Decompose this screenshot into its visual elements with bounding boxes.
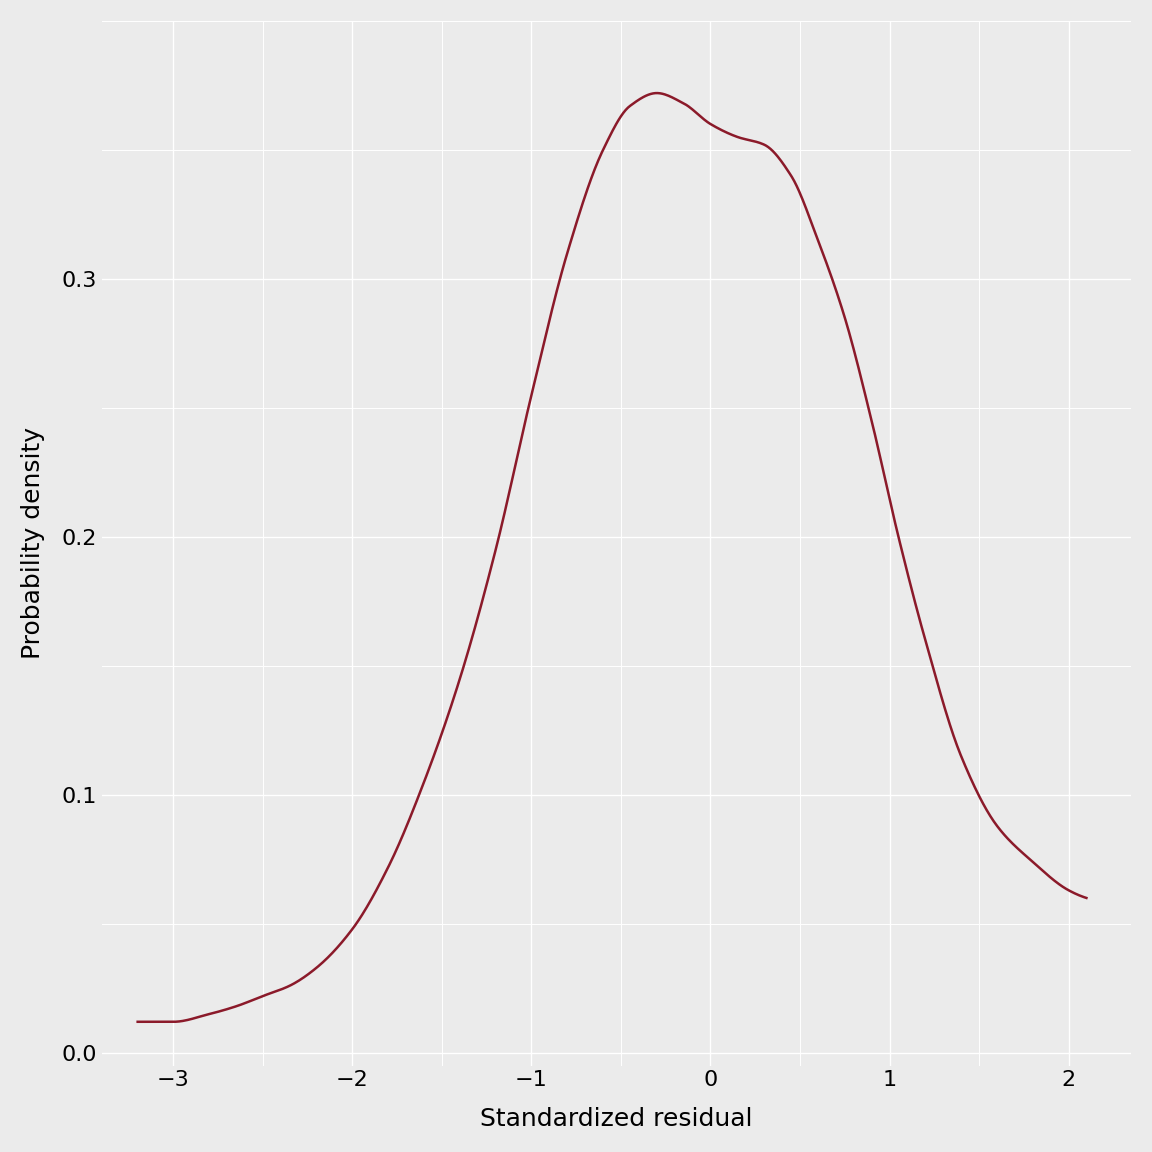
Y-axis label: Probability density: Probability density (21, 427, 45, 659)
X-axis label: Standardized residual: Standardized residual (480, 1107, 752, 1131)
